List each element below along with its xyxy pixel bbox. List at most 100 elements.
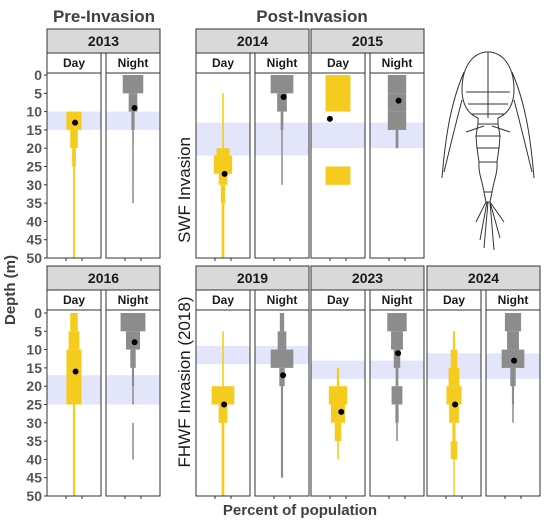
day-depth-bin bbox=[450, 349, 458, 368]
day-depth-bin bbox=[213, 155, 233, 174]
panel-strip-2016 bbox=[46, 265, 161, 291]
day-mean-point bbox=[338, 408, 345, 415]
day-strip-label: Day bbox=[443, 293, 465, 307]
night-depth-bin bbox=[395, 367, 399, 387]
panel-strip-2013 bbox=[46, 28, 161, 54]
night-mean-point bbox=[395, 97, 402, 104]
day-depth-bin bbox=[334, 422, 342, 442]
y-tick-label: 20 bbox=[26, 378, 42, 394]
night-mean-point bbox=[131, 104, 138, 111]
night-strip-label: Night bbox=[382, 56, 413, 70]
night-depth-bin bbox=[120, 313, 146, 332]
panel-strip-2023 bbox=[310, 265, 425, 291]
night-strip-label: Night bbox=[118, 293, 149, 307]
day-depth-bin bbox=[73, 166, 75, 258]
day-strip-label: Day bbox=[63, 293, 85, 307]
panel-year-label: 2014 bbox=[237, 33, 268, 49]
day-depth-bin bbox=[453, 459, 455, 496]
y-tick-label: 40 bbox=[26, 451, 42, 467]
day-mean-point bbox=[221, 401, 228, 408]
night-strip-label: Night bbox=[118, 56, 149, 70]
night-depth-bin bbox=[395, 129, 399, 149]
night-depth-bin bbox=[391, 331, 403, 350]
night-depth-bin bbox=[131, 111, 135, 130]
day-mean-point bbox=[221, 170, 228, 177]
y-tick-label: 25 bbox=[26, 397, 42, 413]
swf-invasion-label: SWF Invasion bbox=[175, 137, 194, 243]
thermocline-band bbox=[311, 122, 365, 149]
day-strip-label: Day bbox=[327, 56, 349, 70]
day-depth-bin bbox=[337, 441, 339, 460]
day-depth-bin bbox=[222, 331, 224, 387]
night-strip-label: Night bbox=[267, 56, 298, 70]
day-depth-bin bbox=[68, 331, 80, 350]
night-depth-bin bbox=[396, 422, 398, 442]
night-depth-bin bbox=[387, 313, 407, 332]
night-depth-bin bbox=[510, 367, 516, 387]
y-tick-label: 20 bbox=[26, 140, 42, 156]
day-depth-bin bbox=[70, 129, 78, 149]
plot-frame bbox=[369, 72, 425, 259]
day-depth-bin bbox=[328, 386, 348, 405]
day-depth-bin bbox=[446, 386, 462, 405]
y-tick-label: 15 bbox=[26, 122, 42, 138]
plot-frame bbox=[195, 72, 251, 259]
y-tick-label: 45 bbox=[26, 232, 42, 248]
night-depth-bin bbox=[504, 313, 522, 332]
night-depth-bin bbox=[393, 349, 401, 368]
y-tick-label: 10 bbox=[26, 104, 42, 120]
night-depth-bin bbox=[132, 441, 134, 460]
y-tick-label: 15 bbox=[26, 360, 42, 376]
night-depth-bin bbox=[130, 349, 136, 368]
night-depth-bin bbox=[387, 111, 407, 130]
plot-frame bbox=[254, 309, 310, 497]
night-depth-bin bbox=[132, 184, 134, 204]
y-tick-label: 5 bbox=[34, 323, 42, 339]
plot-frame bbox=[426, 309, 482, 497]
night-depth-bin bbox=[511, 386, 515, 405]
day-strip-label: Day bbox=[212, 56, 234, 70]
day-depth-bin bbox=[221, 422, 225, 496]
night-depth-bin bbox=[131, 367, 135, 387]
night-depth-bin bbox=[132, 386, 134, 405]
y-tick-label: 5 bbox=[34, 85, 42, 101]
night-depth-bin bbox=[132, 422, 134, 442]
night-strip-label: Night bbox=[498, 293, 529, 307]
plot-frame bbox=[310, 72, 366, 259]
plot-frame bbox=[310, 309, 366, 497]
day-mean-point bbox=[72, 119, 79, 126]
night-mean-point bbox=[131, 339, 138, 346]
plot-frame bbox=[46, 72, 102, 259]
day-depth-bin bbox=[66, 349, 82, 405]
plot-frame bbox=[105, 72, 161, 259]
night-depth-bin bbox=[270, 75, 294, 94]
panel-year-label: 2013 bbox=[88, 33, 119, 49]
night-depth-bin bbox=[387, 75, 407, 94]
day-depth-bin bbox=[218, 173, 228, 185]
panel-strip-2014 bbox=[195, 28, 310, 54]
plot-frame bbox=[195, 309, 251, 497]
plot-frame bbox=[485, 309, 541, 497]
plot-frame bbox=[369, 309, 425, 497]
day-depth-bin bbox=[450, 441, 458, 460]
plot-frame bbox=[46, 309, 102, 497]
night-depth-bin bbox=[279, 313, 285, 332]
day-depth-bin bbox=[218, 404, 228, 423]
y-tick-label: 30 bbox=[26, 415, 42, 431]
night-depth-bin bbox=[128, 93, 138, 112]
y-tick-label: 50 bbox=[26, 488, 42, 504]
copepod-illustration bbox=[441, 51, 535, 251]
y-ticks-layer: 0 5 10 15 20 25 30 35 40 45 50 0 5 10 15 20 25 30 35 40 45 50 bbox=[26, 67, 47, 504]
day-depth-bin bbox=[325, 75, 351, 112]
night-depth-bin bbox=[391, 386, 403, 405]
day-depth-bin bbox=[325, 166, 351, 185]
day-depth-bin bbox=[72, 148, 76, 167]
